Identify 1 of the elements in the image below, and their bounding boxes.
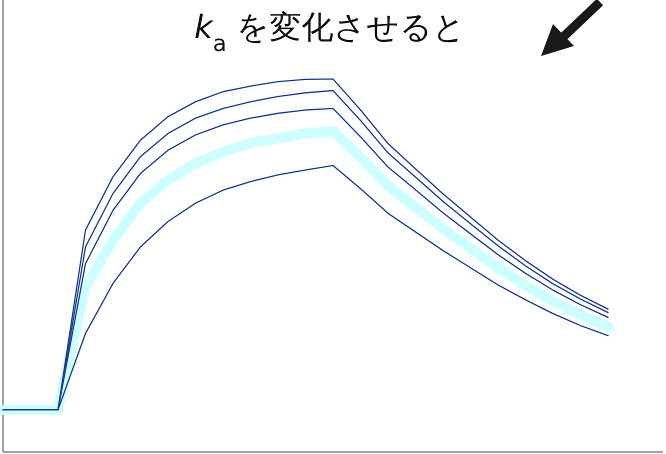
chart-title: k$_{a}$ を変化させると bbox=[194, 8, 466, 57]
